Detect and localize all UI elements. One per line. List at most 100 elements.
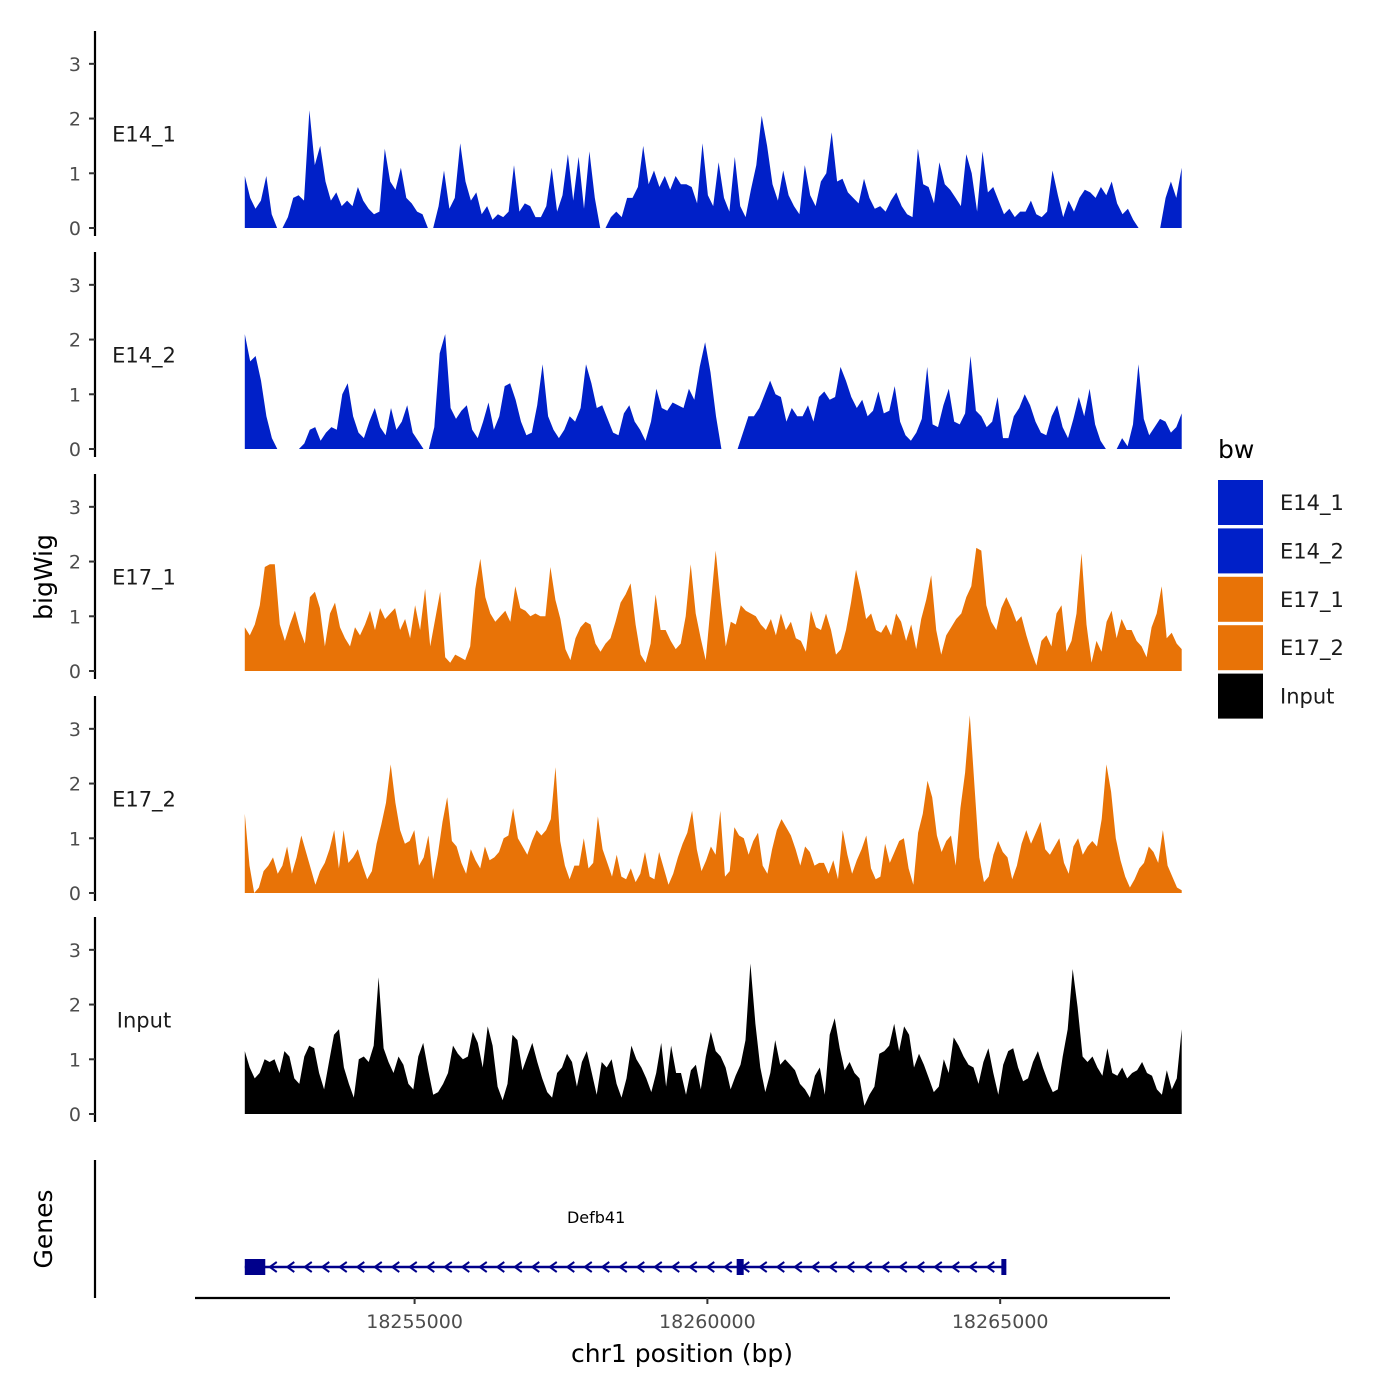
gene-track: Defb41 bbox=[93, 1160, 1007, 1298]
strand-arrow bbox=[460, 1261, 470, 1273]
track-E17_1: 0 1 2 3 E17_1 bbox=[69, 474, 1182, 683]
y-tick-label: 1 bbox=[69, 1049, 81, 1071]
strand-arrow bbox=[513, 1261, 523, 1273]
strand-arrow bbox=[548, 1261, 558, 1273]
strand-arrow bbox=[530, 1261, 540, 1273]
y-tick-label: 0 bbox=[69, 1104, 81, 1126]
strand-arrow bbox=[600, 1261, 610, 1273]
x-tick-label: 18255000 bbox=[366, 1311, 463, 1333]
strand-arrow bbox=[688, 1261, 698, 1273]
legend: bw E14_1 E14_2 E17_1 E17_2 Input bbox=[1218, 435, 1344, 719]
legend-title: bw bbox=[1218, 435, 1254, 464]
y-tick-label: 1 bbox=[69, 384, 81, 406]
strand-arrow bbox=[845, 1261, 855, 1273]
strand-arrow bbox=[320, 1261, 330, 1273]
signal-area-E14_1 bbox=[244, 110, 1182, 228]
strand-arrow bbox=[705, 1261, 715, 1273]
strand-arrow bbox=[880, 1261, 890, 1273]
gene-exon bbox=[244, 1259, 266, 1275]
signal-area-E17_2 bbox=[244, 715, 1182, 893]
strand-arrow bbox=[443, 1261, 453, 1273]
track-label: E14_2 bbox=[112, 344, 176, 369]
legend-swatch bbox=[1218, 576, 1263, 622]
strand-arrow bbox=[653, 1261, 663, 1273]
legend-entry-E17_2: E17_2 bbox=[1218, 625, 1344, 671]
y-tick-label: 3 bbox=[69, 275, 81, 297]
track-label: E14_1 bbox=[112, 123, 176, 148]
y-tick-label: 3 bbox=[69, 719, 81, 741]
y-tick-label: 0 bbox=[69, 661, 81, 683]
strand-arrow bbox=[723, 1261, 733, 1273]
y-tick-label: 1 bbox=[69, 828, 81, 850]
y-tick-label: 2 bbox=[69, 774, 81, 796]
y-tick-label: 3 bbox=[69, 940, 81, 962]
y-tick-label: 2 bbox=[69, 995, 81, 1017]
strand-arrow bbox=[793, 1261, 803, 1273]
strand-arrow bbox=[758, 1261, 768, 1273]
x-tick-label: 18265000 bbox=[952, 1311, 1049, 1333]
strand-arrow bbox=[775, 1261, 785, 1273]
signal-area-E14_2 bbox=[244, 334, 1182, 449]
strand-arrow bbox=[933, 1261, 943, 1273]
strand-arrow bbox=[425, 1261, 435, 1273]
legend-swatch bbox=[1218, 528, 1263, 574]
legend-swatch bbox=[1218, 480, 1263, 525]
strand-arrow bbox=[408, 1261, 418, 1273]
track-E17_2: 0 1 2 3 E17_2 bbox=[69, 696, 1182, 905]
track-Input: 0 1 2 3 Input bbox=[69, 917, 1182, 1126]
strand-arrow bbox=[810, 1261, 820, 1273]
strand-arrow bbox=[635, 1261, 645, 1273]
x-axis-title: chr1 position (bp) bbox=[571, 1339, 793, 1368]
y-axis-title: bigWig bbox=[29, 534, 58, 620]
legend-entry-E14_1: E14_1 bbox=[1218, 480, 1344, 525]
strand-arrow bbox=[950, 1261, 960, 1273]
x-axis: 18255000 18260000 18265000 bbox=[195, 1296, 1170, 1333]
y-tick-label: 1 bbox=[69, 163, 81, 185]
legend-swatch bbox=[1218, 673, 1263, 719]
legend-label: Input bbox=[1280, 685, 1334, 709]
y-tick-label: 1 bbox=[69, 606, 81, 628]
legend-label: E17_1 bbox=[1280, 588, 1344, 613]
strand-arrow bbox=[373, 1261, 383, 1273]
y-tick-label: 0 bbox=[69, 439, 81, 461]
legend-label: E17_2 bbox=[1280, 636, 1344, 661]
gene-Defb41: Defb41 bbox=[244, 1208, 1007, 1275]
strand-arrow bbox=[303, 1261, 313, 1273]
gene-exon bbox=[1001, 1259, 1007, 1275]
y-tick-label: 3 bbox=[69, 54, 81, 76]
legend-entry-Input: Input bbox=[1218, 673, 1334, 719]
strand-arrow bbox=[968, 1261, 978, 1273]
strand-arrow bbox=[618, 1261, 628, 1273]
y-tick-label: 2 bbox=[69, 552, 81, 574]
signal-tracks: 0 1 2 3 E14_1 0 1 2 3 E14_2 0 1 2 3 E17_1 0 1 2 3 E17_2 0 1 2 3… bbox=[69, 31, 1182, 1126]
track-label: E17_2 bbox=[112, 788, 176, 813]
strand-arrow bbox=[285, 1261, 295, 1273]
legend-label: E14_2 bbox=[1280, 539, 1344, 564]
strand-arrow bbox=[670, 1261, 680, 1273]
y-tick-label: 0 bbox=[69, 883, 81, 905]
track-label: Input bbox=[117, 1009, 171, 1033]
gene-exon bbox=[736, 1259, 744, 1275]
legend-swatch bbox=[1218, 625, 1263, 671]
strand-arrow bbox=[390, 1261, 400, 1273]
x-tick-label: 18260000 bbox=[659, 1311, 756, 1333]
strand-arrow bbox=[828, 1261, 838, 1273]
genes-axis-title: Genes bbox=[29, 1189, 58, 1268]
track-E14_1: 0 1 2 3 E14_1 bbox=[69, 31, 1182, 240]
strand-arrow bbox=[268, 1261, 278, 1273]
strand-arrow bbox=[565, 1261, 575, 1273]
track-label: E17_1 bbox=[112, 566, 176, 591]
strand-arrow bbox=[915, 1261, 925, 1273]
gene-name-label: Defb41 bbox=[567, 1208, 625, 1227]
signal-area-E17_1 bbox=[244, 547, 1182, 671]
y-tick-label: 3 bbox=[69, 497, 81, 519]
strand-arrow bbox=[863, 1261, 873, 1273]
strand-arrow bbox=[898, 1261, 908, 1273]
y-tick-label: 2 bbox=[69, 330, 81, 352]
legend-entry-E17_1: E17_1 bbox=[1218, 576, 1344, 622]
y-tick-label: 0 bbox=[69, 218, 81, 240]
signal-area-Input bbox=[244, 963, 1182, 1114]
legend-entry-E14_2: E14_2 bbox=[1218, 528, 1344, 574]
y-tick-label: 2 bbox=[69, 109, 81, 131]
